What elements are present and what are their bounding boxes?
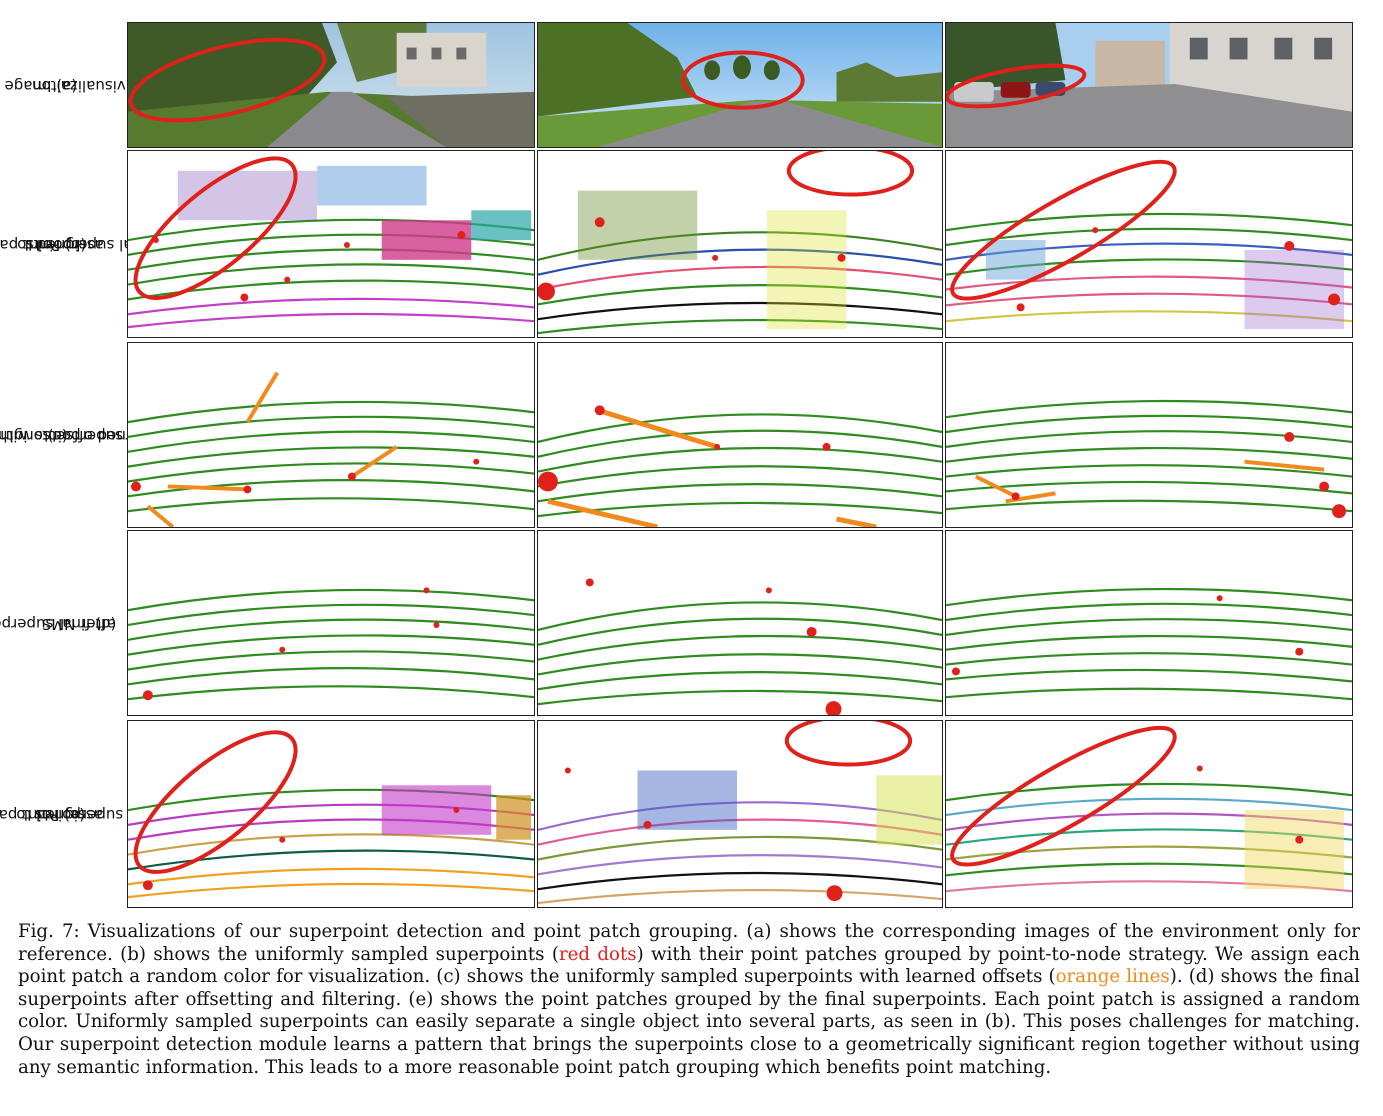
final-superpoints-2 (537, 530, 943, 716)
row-label-c: (c) originnal superpoints with learned o… (0, 426, 154, 445)
row-label-a: (a) Image visualizaiton (4, 76, 126, 95)
superpoints-offsets-3 (945, 342, 1353, 528)
point-patches-final-2 (537, 720, 943, 908)
final-superpoints-1 (127, 530, 535, 716)
caption-part2: ) with their point patches grouped by po… (18, 943, 1361, 988)
caption-orange-lines: orange lines (1055, 966, 1170, 988)
point-patches-final-1 (127, 720, 535, 908)
caption-part1: Fig. 7: Visualizations of our superpoint… (18, 921, 1360, 965)
superpoints-offsets-2 (537, 342, 943, 528)
caption-part3: ). (d) shows the final superpoints after… (18, 966, 1360, 1078)
final-superpoints-3 (945, 530, 1353, 716)
row-label-b: (b) Point patches assigned to orignal su… (0, 235, 171, 254)
point-patches-final-3 (945, 720, 1353, 908)
image-panel-3 (945, 22, 1353, 148)
superpoints-offsets-1 (127, 342, 535, 528)
point-patches-original-3 (945, 150, 1353, 338)
caption-red-dots: red dots (558, 943, 637, 965)
point-patches-original-1 (127, 150, 535, 338)
point-patches-original-2 (537, 150, 943, 338)
image-panel-2 (537, 22, 943, 148)
row-label-d: (d) final superpoints after NMS (0, 614, 117, 633)
image-panel-1 (127, 22, 535, 148)
row-label-e: (e) Point patches assigned to final supe… (0, 805, 161, 824)
figure-caption: Fig. 7: Visualizations of our superpoint… (18, 921, 1360, 1079)
